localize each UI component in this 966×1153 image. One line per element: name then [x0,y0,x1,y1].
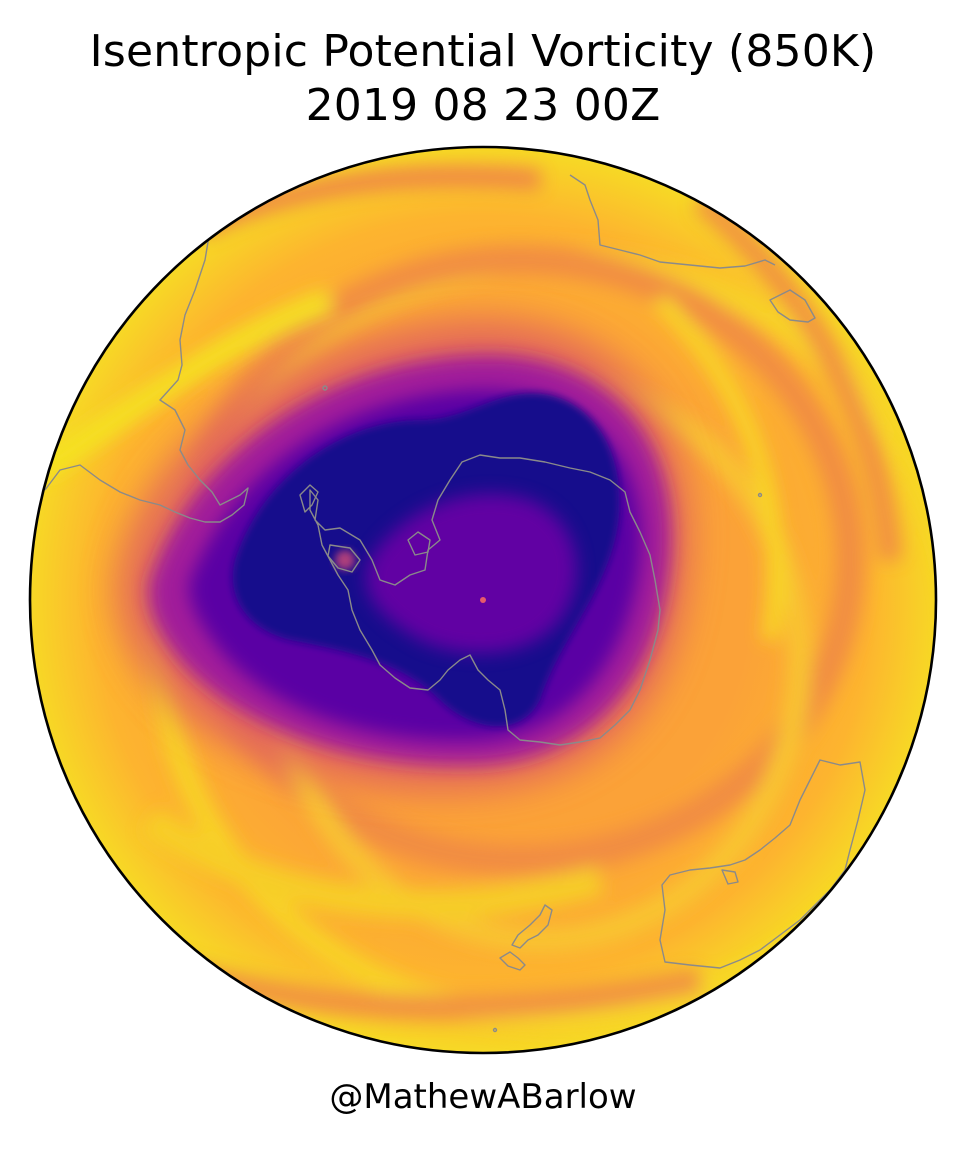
africa-coastline [569,174,776,269]
south-america-coastline [44,229,249,523]
australia-coastline [659,759,866,969]
pv-field [30,147,936,1053]
coastlines [44,174,866,1033]
antarctic-peninsula-coastline [299,484,319,513]
map-title: Isentropic Potential Vorticity (850K) [89,26,877,77]
map-subtitle-date: 2019 08 23 00Z [305,80,661,131]
antarctica-coastline [309,454,661,746]
author-credit: @MathewABarlow [329,1077,637,1117]
polar-vortex [116,319,691,792]
map-boundary [28,145,938,1055]
new-zealand-coastline [511,904,553,949]
